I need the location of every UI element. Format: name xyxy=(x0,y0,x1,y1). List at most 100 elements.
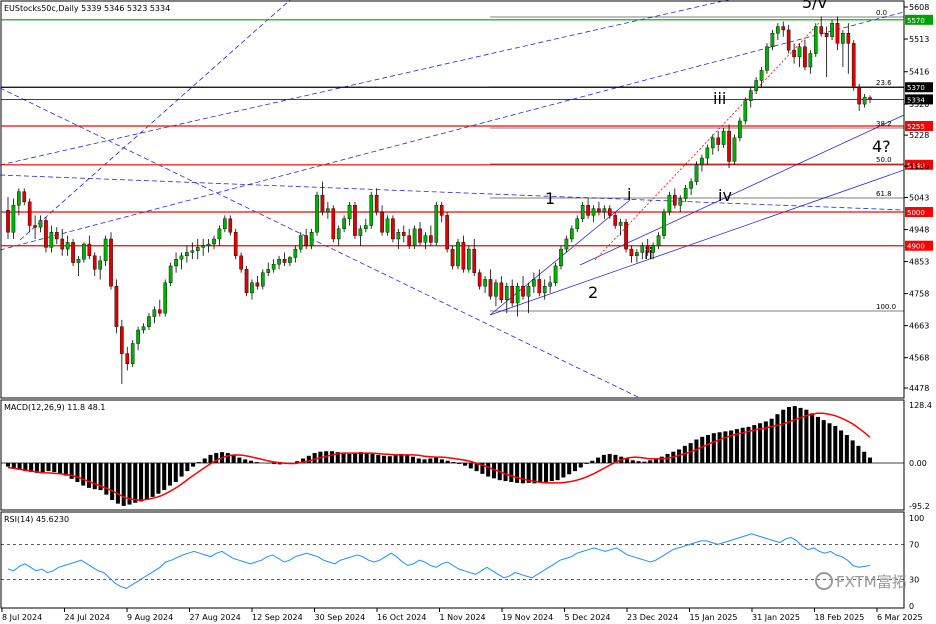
candle-body xyxy=(792,49,796,58)
macd-bar xyxy=(191,463,196,467)
y-tick-label: 4853 xyxy=(909,258,929,267)
candle-body xyxy=(851,43,856,88)
candle-body xyxy=(613,215,618,226)
candle-body xyxy=(819,26,824,34)
macd-signal-line xyxy=(7,412,871,501)
macd-bar xyxy=(173,463,178,482)
x-axis: 8 Jul 2024 24 Jul 2024 9 Aug 2024 27 Aug 20… xyxy=(1,608,923,622)
y-tick-label: 5136 xyxy=(909,162,929,171)
macd-bar xyxy=(81,463,86,486)
candle-body xyxy=(282,259,287,263)
macd-bar xyxy=(75,463,80,482)
macd-bar xyxy=(104,463,109,495)
y-tick-label: 5043 xyxy=(909,194,929,203)
macd-tick-label: 128.4 xyxy=(909,401,932,410)
candle-body xyxy=(461,242,466,270)
trendline xyxy=(0,87,641,399)
candle-body xyxy=(515,285,520,304)
candle-body xyxy=(288,257,292,263)
fib-label: 0.0 xyxy=(876,9,887,17)
candle-body xyxy=(92,255,97,270)
rsi-layer xyxy=(1,533,904,589)
candle-body xyxy=(797,46,802,58)
macd-bar xyxy=(867,457,873,463)
y-tick-label: 5513 xyxy=(909,35,929,44)
macd-bar xyxy=(833,425,838,463)
candle-body xyxy=(580,205,585,219)
macd-bar xyxy=(786,406,792,463)
candle-body xyxy=(147,316,151,327)
macd-bar xyxy=(58,463,63,475)
candle-body xyxy=(391,218,395,240)
macd-bar xyxy=(636,461,641,463)
candle-body xyxy=(575,218,580,230)
candle-body xyxy=(618,221,623,226)
candle-body xyxy=(98,260,102,270)
trendline xyxy=(0,174,905,211)
macd-bar xyxy=(17,463,22,470)
candle-body xyxy=(190,250,195,253)
candle-body xyxy=(212,238,216,245)
candle-body xyxy=(450,248,455,267)
macd-bar xyxy=(555,463,560,481)
level-tag-label: 5570 xyxy=(907,17,925,25)
candle-body xyxy=(857,87,861,105)
candle-body xyxy=(201,245,205,248)
macd-bar xyxy=(98,463,103,491)
macd-bar xyxy=(578,463,583,468)
candle-body xyxy=(564,238,569,250)
candle-body xyxy=(559,248,563,267)
macd-bar xyxy=(347,453,352,463)
macd-bar xyxy=(399,453,404,463)
candle-body xyxy=(439,205,444,216)
macd-bar xyxy=(705,434,711,463)
candle-body xyxy=(152,309,157,317)
candle-body xyxy=(298,235,303,250)
x-tick-label: 12 Sep 2024 xyxy=(252,613,303,622)
macd-bar xyxy=(341,453,346,463)
macd-bar xyxy=(370,453,375,463)
trendline-layer xyxy=(0,0,905,399)
candle-body xyxy=(472,248,477,273)
candle-body xyxy=(499,282,504,300)
current-price-label: 5334 xyxy=(907,96,925,104)
macd-bar xyxy=(5,463,11,467)
candle-body xyxy=(808,53,813,68)
candle-body xyxy=(635,252,639,257)
macd-bar xyxy=(653,458,658,463)
macd-bar xyxy=(121,463,126,506)
macd-bar xyxy=(410,456,415,463)
macd-bar xyxy=(324,451,329,463)
fib-label: 38.2 xyxy=(876,120,892,128)
trendline xyxy=(489,169,905,316)
macd-bar xyxy=(150,463,155,497)
macd-bar xyxy=(139,463,144,502)
macd-bar xyxy=(277,463,282,465)
x-tick-label: 30 Sep 2024 xyxy=(315,613,366,622)
macd-bar xyxy=(353,453,358,463)
candle-body xyxy=(488,279,493,297)
x-tick-label: 23 Dec 2024 xyxy=(627,613,678,622)
candle-body xyxy=(125,353,130,364)
macd-bar xyxy=(387,456,392,463)
candle-body xyxy=(49,232,54,248)
macd-bar xyxy=(295,461,300,463)
watermark-text: FXTM富拓 xyxy=(836,573,907,591)
candle-body xyxy=(260,272,265,287)
candle-body xyxy=(716,137,721,145)
candle-body xyxy=(38,220,43,228)
macd-bar xyxy=(480,463,485,474)
macd-bar xyxy=(231,454,236,463)
candle-body xyxy=(700,157,704,165)
candle-body xyxy=(358,228,363,236)
macd-bar xyxy=(694,439,699,463)
candle-body xyxy=(11,205,16,233)
candle-body xyxy=(228,218,233,233)
rsi-tick-label: 0 xyxy=(909,602,914,611)
candle-body xyxy=(727,130,731,162)
candle-body xyxy=(830,22,834,37)
macd-bar xyxy=(167,463,173,486)
candle-body xyxy=(624,221,628,250)
candle-body xyxy=(732,137,737,162)
candle-body xyxy=(532,279,536,287)
